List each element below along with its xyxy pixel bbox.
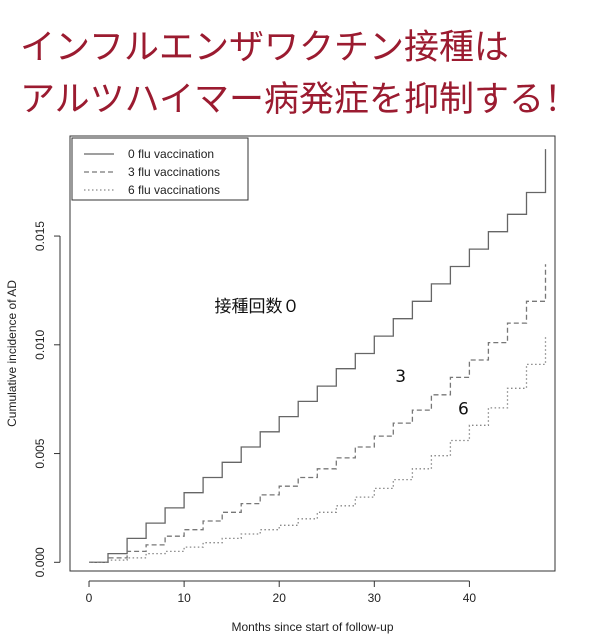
chart-annotation: 接種回数０ xyxy=(215,297,300,317)
headline-line-1: インフルエンザワクチン接種は xyxy=(20,28,509,68)
series-line-0 xyxy=(89,149,547,563)
series-line-2 xyxy=(89,336,547,563)
x-tick-label: 10 xyxy=(177,591,191,605)
y-axis-title: Cumulative incidence of AD xyxy=(5,280,19,427)
y-tick-label: 0.005 xyxy=(33,438,47,468)
legend: 0 flu vaccination 3 flu vaccinations 6 flu… xyxy=(71,137,249,201)
legend-label: 6 flu vaccinations xyxy=(128,183,220,197)
x-tick-label: 0 xyxy=(86,591,93,605)
series-line-1 xyxy=(89,264,547,563)
y-tick-label: 0.010 xyxy=(33,329,47,359)
x-tick-label: 30 xyxy=(368,591,382,605)
x-tick-label: 20 xyxy=(273,591,287,605)
cumulative-incidence-chart: 0 10 20 30 40 0.000 0.005 0.010 0.015 Months si… xyxy=(5,135,556,634)
chart-annotation: 6 xyxy=(458,399,469,419)
plot-frame xyxy=(69,135,556,572)
legend-label: 0 flu vaccination xyxy=(128,147,214,161)
x-axis: 0 10 20 30 40 xyxy=(86,580,477,605)
plot-border xyxy=(69,135,556,572)
y-tick-label: 0.015 xyxy=(33,221,47,251)
x-tick-label: 40 xyxy=(463,591,477,605)
chart-annotation: 3 xyxy=(395,367,406,387)
headline-line-2: アルツハイマー病発症を抑制する！ xyxy=(20,80,579,120)
y-axis: 0.000 0.005 0.010 0.015 xyxy=(33,221,61,577)
legend-label: 3 flu vaccinations xyxy=(128,165,220,179)
series-layer xyxy=(89,149,547,563)
annotations: 接種回数０ 3 6 xyxy=(215,297,469,419)
y-tick-label: 0.000 xyxy=(33,547,47,577)
x-axis-title: Months since start of follow-up xyxy=(231,620,393,634)
